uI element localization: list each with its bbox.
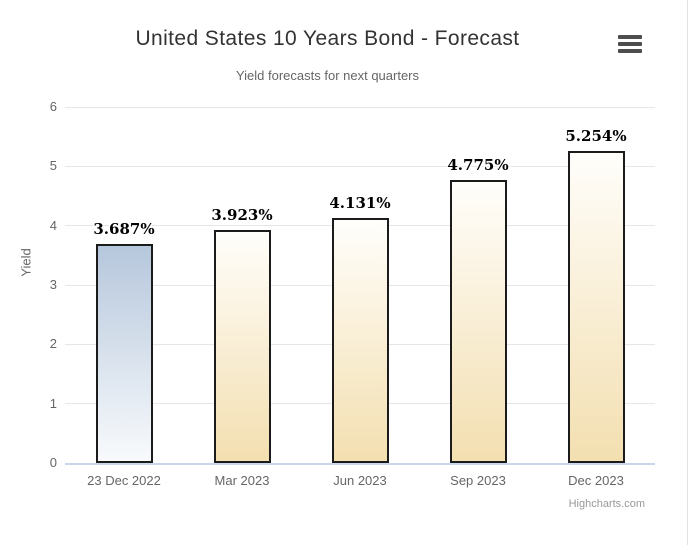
bar-forecast[interactable] — [213, 230, 271, 463]
bar-value-label: 3.687% — [93, 220, 155, 239]
bar-forecast[interactable] — [331, 217, 389, 463]
y-tick-label: 3 — [49, 277, 57, 292]
x-tick-label: 23 Dec 2022 — [87, 473, 161, 488]
bar-value-label: 3.923% — [211, 206, 273, 225]
hamburger-icon — [618, 42, 642, 46]
y-tick-label: 5 — [49, 158, 57, 174]
bar-forecast[interactable] — [449, 179, 507, 463]
hamburger-icon — [618, 49, 642, 53]
x-tick-label: Sep 2023 — [450, 473, 506, 488]
x-axis-line — [65, 463, 655, 465]
y-tick-label: 6 — [49, 99, 57, 114]
bar-actual[interactable] — [95, 244, 153, 463]
chart-context-menu-button[interactable] — [610, 30, 650, 58]
highcharts-credit-link[interactable]: Highcharts.com — [568, 498, 645, 510]
plot-area: 0 1 2 3 4 5 6 3.687% 23 Dec 2022 3.923% Mar 2023 4.… — [50, 99, 655, 488]
bar-value-label: 5.254% — [565, 127, 627, 146]
y-tick-label: 1 — [49, 395, 57, 411]
y-tick-label: 2 — [49, 336, 57, 352]
y-gridline — [65, 106, 655, 108]
y-axis-title: Yield — [18, 248, 34, 277]
x-tick-label: Mar 2023 — [214, 473, 270, 488]
x-tick-label: Jun 2023 — [333, 473, 387, 488]
bar-forecast[interactable] — [567, 151, 625, 463]
bar-value-label: 4.775% — [447, 155, 509, 174]
hamburger-icon — [618, 35, 642, 39]
y-tick-label: 0 — [49, 455, 57, 470]
chart-title: United States 10 Years Bond - Forecast — [135, 27, 520, 50]
bar-value-label: 4.131% — [329, 193, 391, 212]
y-gridline — [65, 165, 655, 167]
x-tick-label: Dec 2023 — [568, 473, 624, 488]
y-tick-label: 4 — [49, 217, 57, 233]
chart-subtitle: Yield forecasts for next quarters — [235, 68, 420, 83]
